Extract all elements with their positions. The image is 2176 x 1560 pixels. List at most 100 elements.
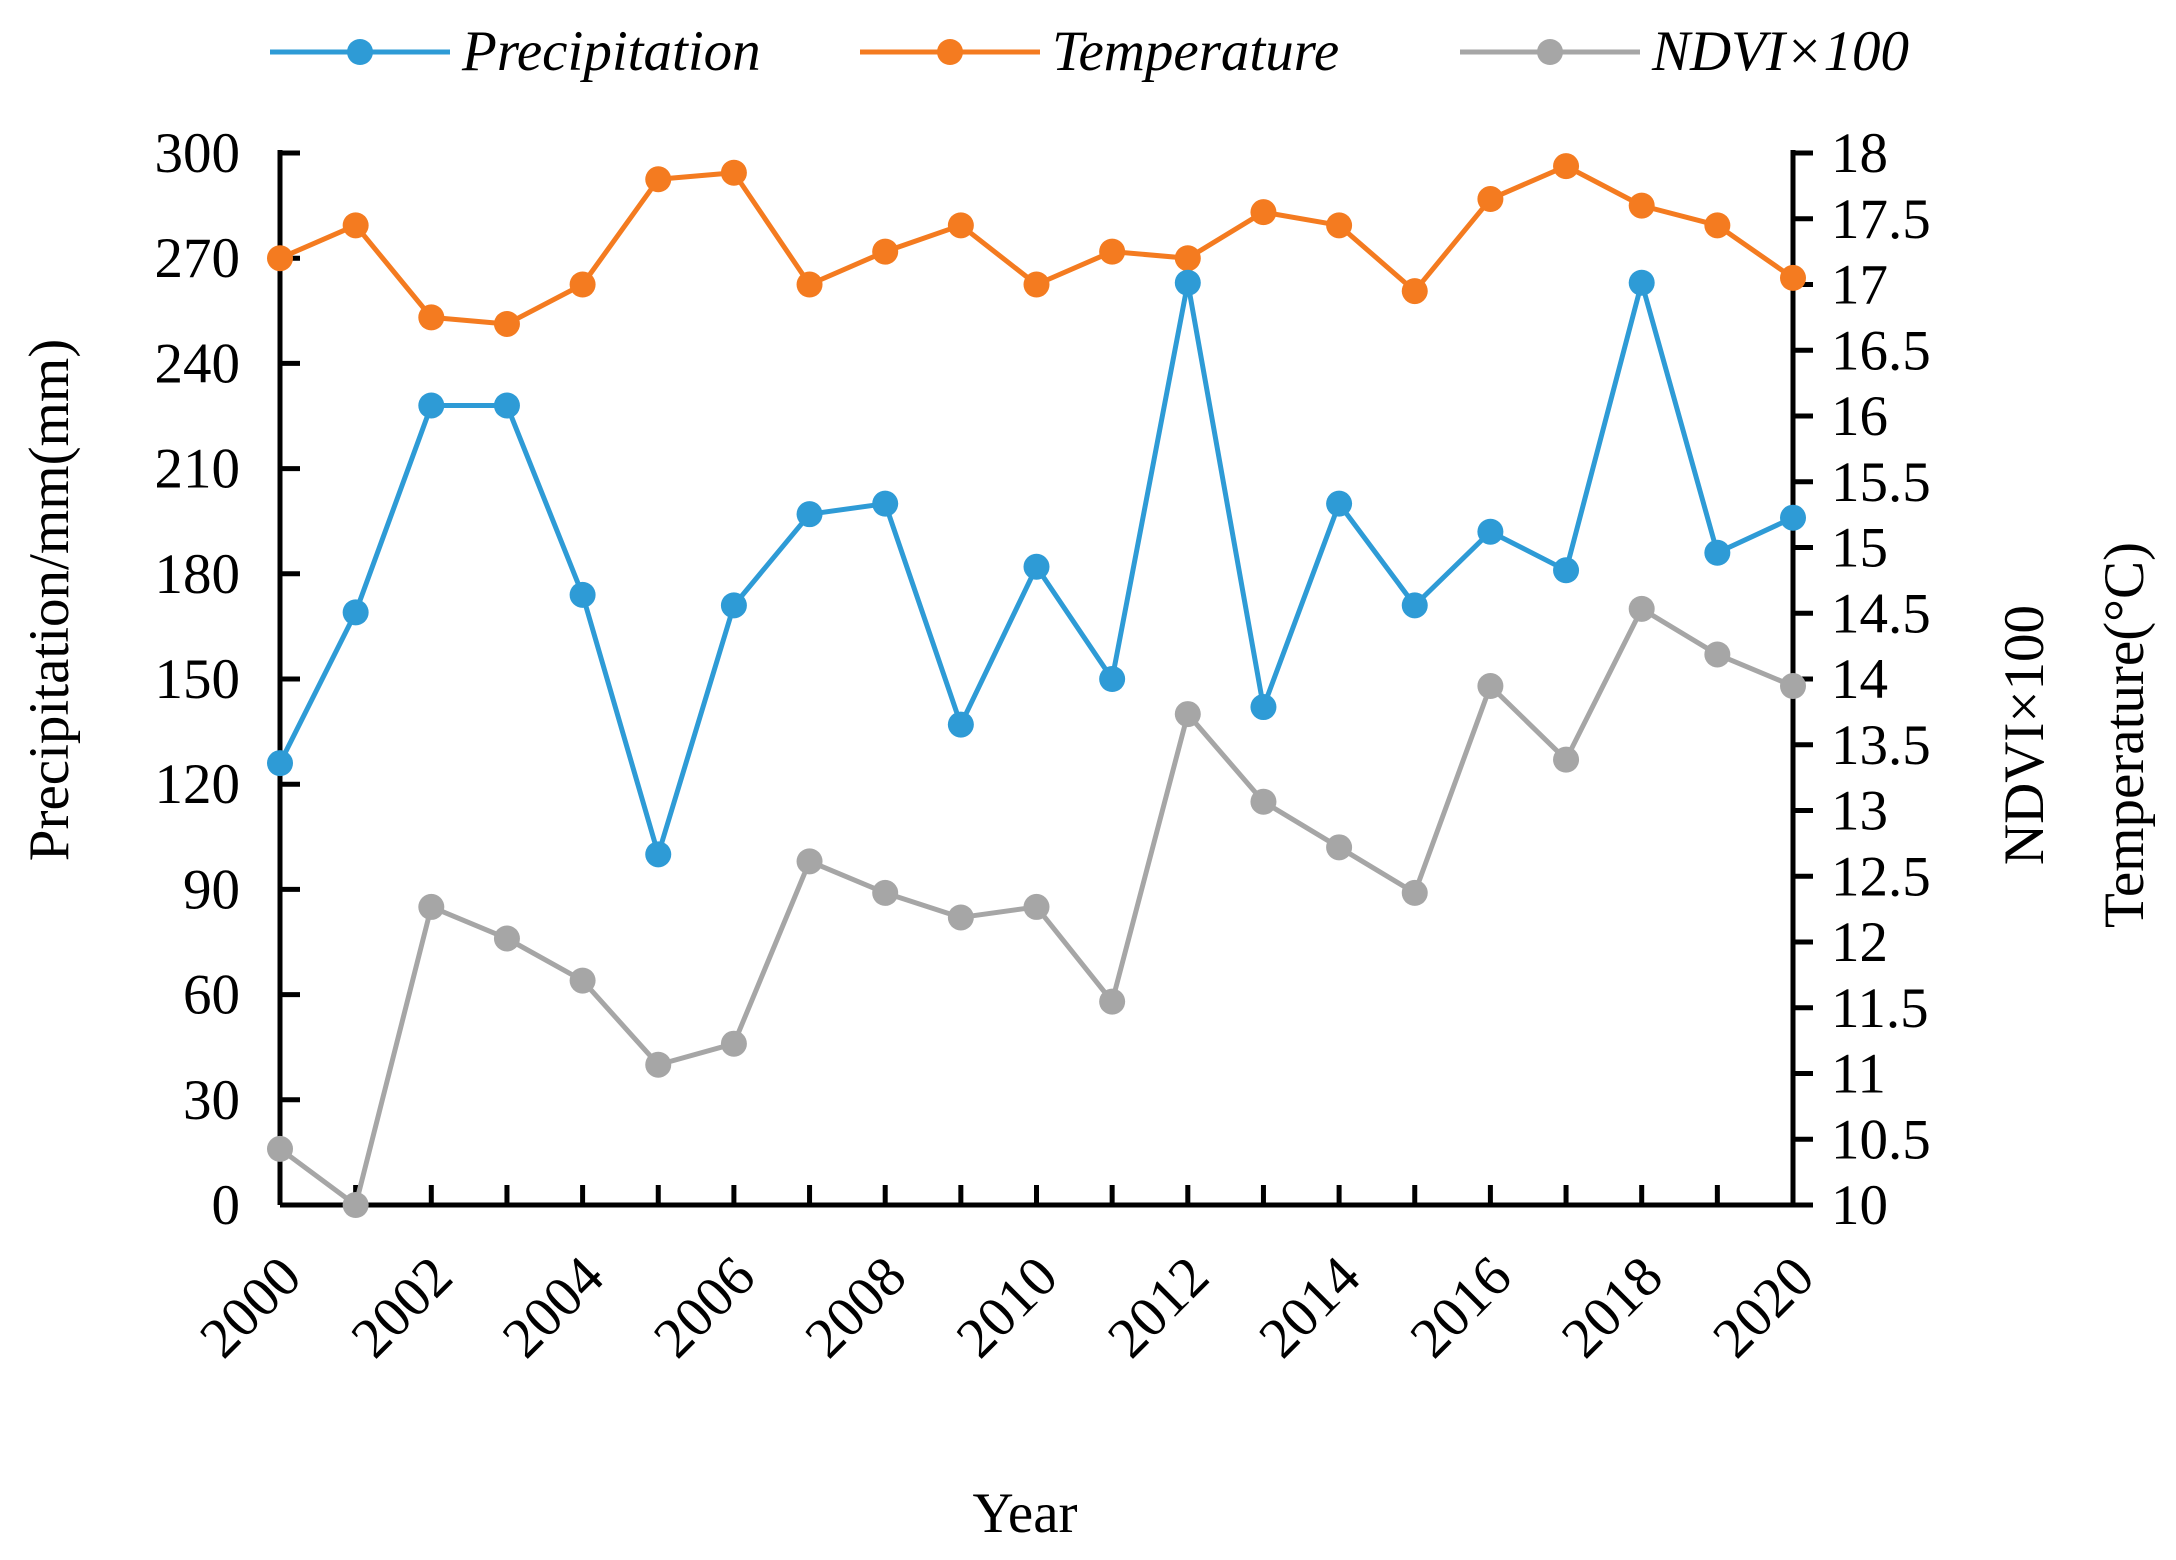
data-point-ndvi [493,925,520,952]
data-point-precipitation [1628,269,1655,296]
series-temperature [267,153,1806,337]
y-axis-right-title-temperature: Temperature(°C) [2093,542,2156,928]
data-point-temperature [267,245,293,272]
data-point-temperature [872,238,899,265]
legend-marker-precipitation [347,39,373,65]
legend-marker-ndvi [1537,39,1563,65]
data-point-precipitation [872,490,899,517]
y-tick-right-label: 17.5 [1831,188,1931,251]
data-point-ndvi [569,967,596,994]
data-point-temperature [1704,212,1731,239]
legend-marker-temperature [937,39,963,65]
data-point-ndvi [872,879,899,906]
data-point-temperature [1174,245,1201,272]
x-axis-title: Year [972,1482,1077,1545]
data-point-temperature [418,304,445,331]
y-tick-left-label: 270 [155,227,241,290]
legend-label-precipitation: Precipitation [461,20,761,83]
data-point-precipitation [1326,490,1353,517]
y-axis-left-title: Precipitation/mm(mm) [18,339,81,861]
data-point-ndvi [947,904,974,931]
data-point-temperature [1780,264,1806,291]
data-point-temperature [1326,212,1353,239]
data-point-precipitation [720,592,747,619]
legend: Precipitation Temperature NDVI×100 [270,20,1909,83]
data-point-precipitation [1553,557,1580,584]
data-point-precipitation [1174,269,1201,296]
data-point-precipitation [418,392,445,419]
data-point-ndvi [1099,988,1126,1015]
y-tick-right-label: 12 [1831,911,1888,974]
data-point-precipitation [645,841,672,868]
y-tick-left-label: 300 [155,122,241,185]
data-point-ndvi [1326,834,1353,861]
data-point-temperature [493,310,520,337]
data-point-precipitation [796,501,823,528]
legend-label-ndvi: NDVI×100 [1651,20,1909,83]
y-tick-left-label: 210 [155,438,241,501]
axes: 0 30 60 90 120 150 180 210 240 270 300 1010.51111.5… [155,122,1931,1370]
y-tick-right-label: 11 [1831,1043,1886,1106]
data-point-temperature [947,212,974,239]
data-point-ndvi [1023,893,1050,920]
data-point-temperature [796,271,823,298]
data-point-ndvi [267,1135,293,1162]
y-tick-right-label: 13 [1831,780,1888,843]
data-point-precipitation [947,711,974,738]
data-point-ndvi [1628,595,1655,622]
data-point-precipitation [1704,539,1731,566]
y-tick-left-label: 0 [212,1174,241,1237]
data-point-precipitation [1401,592,1428,619]
y-tick-right-label: 14.5 [1831,582,1931,645]
y-tick-right-label: 12.5 [1831,845,1931,908]
data-point-precipitation [1250,694,1277,721]
data-point-temperature [720,159,747,186]
y-axis-right-title-ndvi: NDVI×100 [1993,605,2056,865]
x-tick-label: 2008 [793,1245,918,1370]
data-point-ndvi [1401,879,1428,906]
y-tick-left-label: 90 [183,858,240,921]
x-tick-label: 2004 [491,1245,616,1370]
data-point-precipitation [569,581,596,608]
x-tick-label: 2006 [642,1245,767,1370]
y-tick-right-label: 10.5 [1831,1108,1931,1171]
data-point-ndvi [342,1192,369,1218]
data-point-ndvi [720,1030,747,1057]
data-point-ndvi [1250,788,1277,815]
data-point-precipitation [1023,553,1050,580]
series-line-temperature [279,163,1795,327]
series-precipitation [267,269,1806,868]
x-tick-label: 2000 [188,1245,313,1370]
y-tick-right-label: 15 [1831,517,1888,580]
y-tick-right-label: 13.5 [1831,714,1931,777]
y-tick-left-label: 30 [183,1069,240,1132]
x-tick-label: 2016 [1398,1245,1523,1370]
data-point-temperature [342,212,369,239]
y-tick-right-label: 14 [1831,648,1888,711]
x-tick-label: 2018 [1550,1245,1675,1370]
y-tick-right-label: 18 [1831,122,1888,185]
data-point-temperature [1401,278,1428,305]
data-point-temperature [645,166,672,193]
x-tick-label: 2014 [1247,1245,1372,1370]
y-tick-left-label: 150 [155,648,241,711]
y-tick-right-label: 16 [1831,385,1888,448]
x-tick-label: 2010 [945,1245,1070,1370]
data-point-temperature [1628,192,1655,219]
x-tick-label: 2012 [1096,1245,1221,1370]
x-tick-label: 2020 [1701,1245,1826,1370]
data-point-temperature [569,271,596,298]
data-point-precipitation [1477,518,1504,545]
data-point-ndvi [1780,673,1806,700]
series-ndvi [267,595,1806,1218]
data-point-ndvi [418,893,445,920]
data-point-ndvi [645,1051,672,1078]
data-point-precipitation [493,392,520,419]
y-tick-right-label: 11.5 [1831,977,1929,1040]
data-point-ndvi [1174,701,1201,728]
data-point-temperature [1023,271,1050,298]
data-point-precipitation [1780,504,1806,531]
y-tick-left-label: 120 [155,753,241,816]
